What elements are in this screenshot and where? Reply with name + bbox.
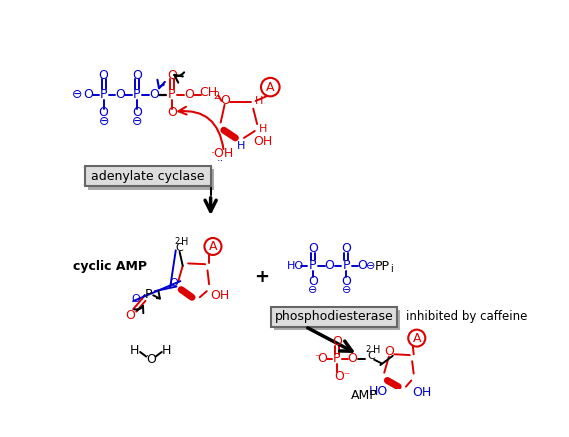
Text: P: P: [309, 259, 317, 272]
Text: +: +: [254, 268, 269, 286]
Text: H: H: [180, 237, 188, 247]
Text: O: O: [357, 259, 368, 272]
Text: adenylate cyclase: adenylate cyclase: [91, 170, 205, 183]
Text: O: O: [132, 106, 142, 119]
Text: inhibited by caffeine: inhibited by caffeine: [406, 310, 527, 323]
Text: O: O: [308, 274, 318, 288]
Text: ⊖: ⊖: [366, 261, 375, 271]
Text: A: A: [413, 332, 421, 345]
Text: H: H: [259, 125, 267, 135]
Text: H: H: [373, 345, 380, 355]
Text: ··: ··: [143, 351, 149, 361]
Text: O: O: [99, 106, 109, 119]
Text: O: O: [341, 274, 351, 288]
FancyBboxPatch shape: [88, 170, 214, 190]
Text: CH: CH: [199, 86, 217, 99]
Text: P: P: [168, 88, 176, 101]
Text: 2: 2: [174, 236, 179, 246]
Text: P: P: [100, 88, 108, 101]
FancyBboxPatch shape: [271, 306, 397, 326]
Text: O: O: [318, 352, 327, 365]
Text: ·OH: ·OH: [211, 147, 234, 160]
Text: O: O: [83, 88, 93, 101]
Text: ⊖: ⊖: [72, 88, 83, 101]
FancyBboxPatch shape: [274, 310, 400, 329]
Text: O: O: [149, 88, 159, 101]
Text: A: A: [266, 80, 275, 94]
Text: O: O: [167, 106, 177, 119]
Text: P: P: [343, 259, 350, 272]
Text: cyclic AMP: cyclic AMP: [73, 260, 147, 273]
Text: O: O: [125, 309, 135, 322]
Text: O: O: [332, 336, 342, 348]
Text: ··: ··: [217, 156, 224, 166]
Text: H: H: [237, 141, 245, 151]
Text: i: i: [390, 264, 393, 274]
Text: O: O: [167, 69, 177, 82]
Text: O: O: [324, 259, 334, 272]
Text: OH: OH: [254, 135, 273, 148]
Text: O: O: [99, 69, 109, 82]
Text: O⁻: O⁻: [334, 370, 351, 383]
Text: phosphodiesterase: phosphodiesterase: [274, 310, 393, 323]
Text: O: O: [184, 88, 194, 101]
Text: H: H: [255, 96, 263, 106]
Text: 2: 2: [365, 345, 370, 354]
Text: P: P: [333, 352, 341, 365]
Text: O: O: [146, 353, 156, 366]
Text: ⊖: ⊖: [132, 115, 142, 128]
Text: O: O: [169, 277, 178, 288]
Text: H: H: [130, 344, 139, 357]
Text: P: P: [145, 288, 152, 302]
Text: PP: PP: [374, 260, 389, 273]
Text: ⊖: ⊖: [98, 115, 109, 128]
Text: P: P: [133, 88, 141, 101]
Text: H: H: [162, 344, 171, 357]
Text: O: O: [384, 345, 394, 358]
Text: ⊖: ⊖: [341, 285, 351, 295]
Text: HO: HO: [287, 261, 304, 271]
Text: OH: OH: [211, 289, 229, 302]
Text: A: A: [209, 240, 217, 253]
Text: O: O: [132, 69, 142, 82]
Text: HO: HO: [368, 385, 387, 398]
Text: O: O: [341, 242, 351, 255]
Text: O: O: [348, 352, 357, 365]
Text: C: C: [367, 351, 375, 361]
Text: ⁻: ⁻: [314, 352, 321, 365]
Text: O: O: [132, 294, 141, 304]
Text: AMP: AMP: [351, 389, 377, 402]
Text: C: C: [176, 243, 183, 253]
Text: ⊖: ⊖: [308, 285, 318, 295]
Text: 2: 2: [213, 91, 219, 101]
FancyBboxPatch shape: [85, 166, 211, 187]
Text: O: O: [220, 94, 230, 107]
Text: O: O: [308, 242, 318, 255]
Text: OH: OH: [412, 386, 431, 399]
Text: O: O: [115, 88, 125, 101]
